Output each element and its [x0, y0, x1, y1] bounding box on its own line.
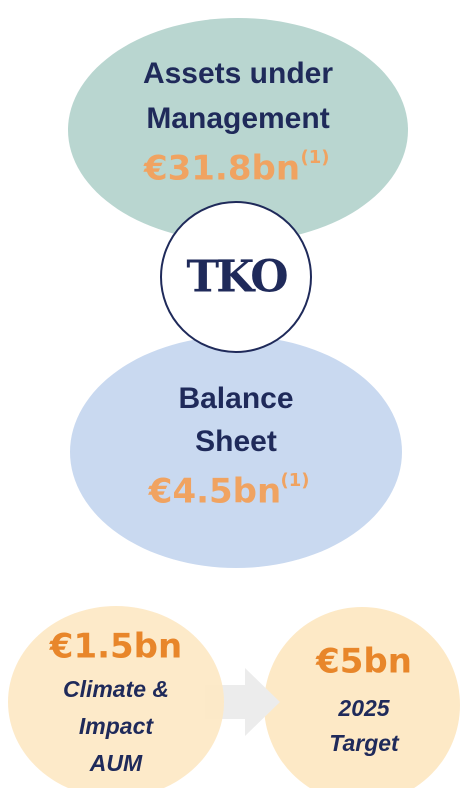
logo-circle	[160, 201, 312, 353]
current-label: AUM	[89, 750, 143, 776]
aum-title: Management	[146, 102, 329, 135]
balance-ellipse	[70, 336, 402, 568]
target-value: €5bn	[315, 642, 412, 682]
aum-value: €31.8bn	[143, 149, 300, 189]
balance-title: Balance	[178, 382, 293, 415]
balance-value: €4.5bn	[148, 472, 281, 512]
target-label: Target	[329, 730, 400, 756]
aum-title: Assets under	[143, 57, 333, 90]
target-circle	[264, 607, 460, 788]
logo-text: TKO	[186, 252, 287, 303]
balance-title: Sheet	[195, 425, 277, 458]
current-label: Impact	[79, 713, 154, 739]
aum-ellipse	[68, 18, 408, 242]
current-circle	[8, 606, 224, 788]
current-label: Climate &	[63, 676, 169, 702]
balance-note: (1)	[281, 470, 310, 491]
current-value: €1.5bn	[49, 627, 182, 667]
aum-note: (1)	[301, 147, 330, 168]
arrow	[205, 668, 280, 736]
target-label: 2025	[337, 695, 390, 721]
